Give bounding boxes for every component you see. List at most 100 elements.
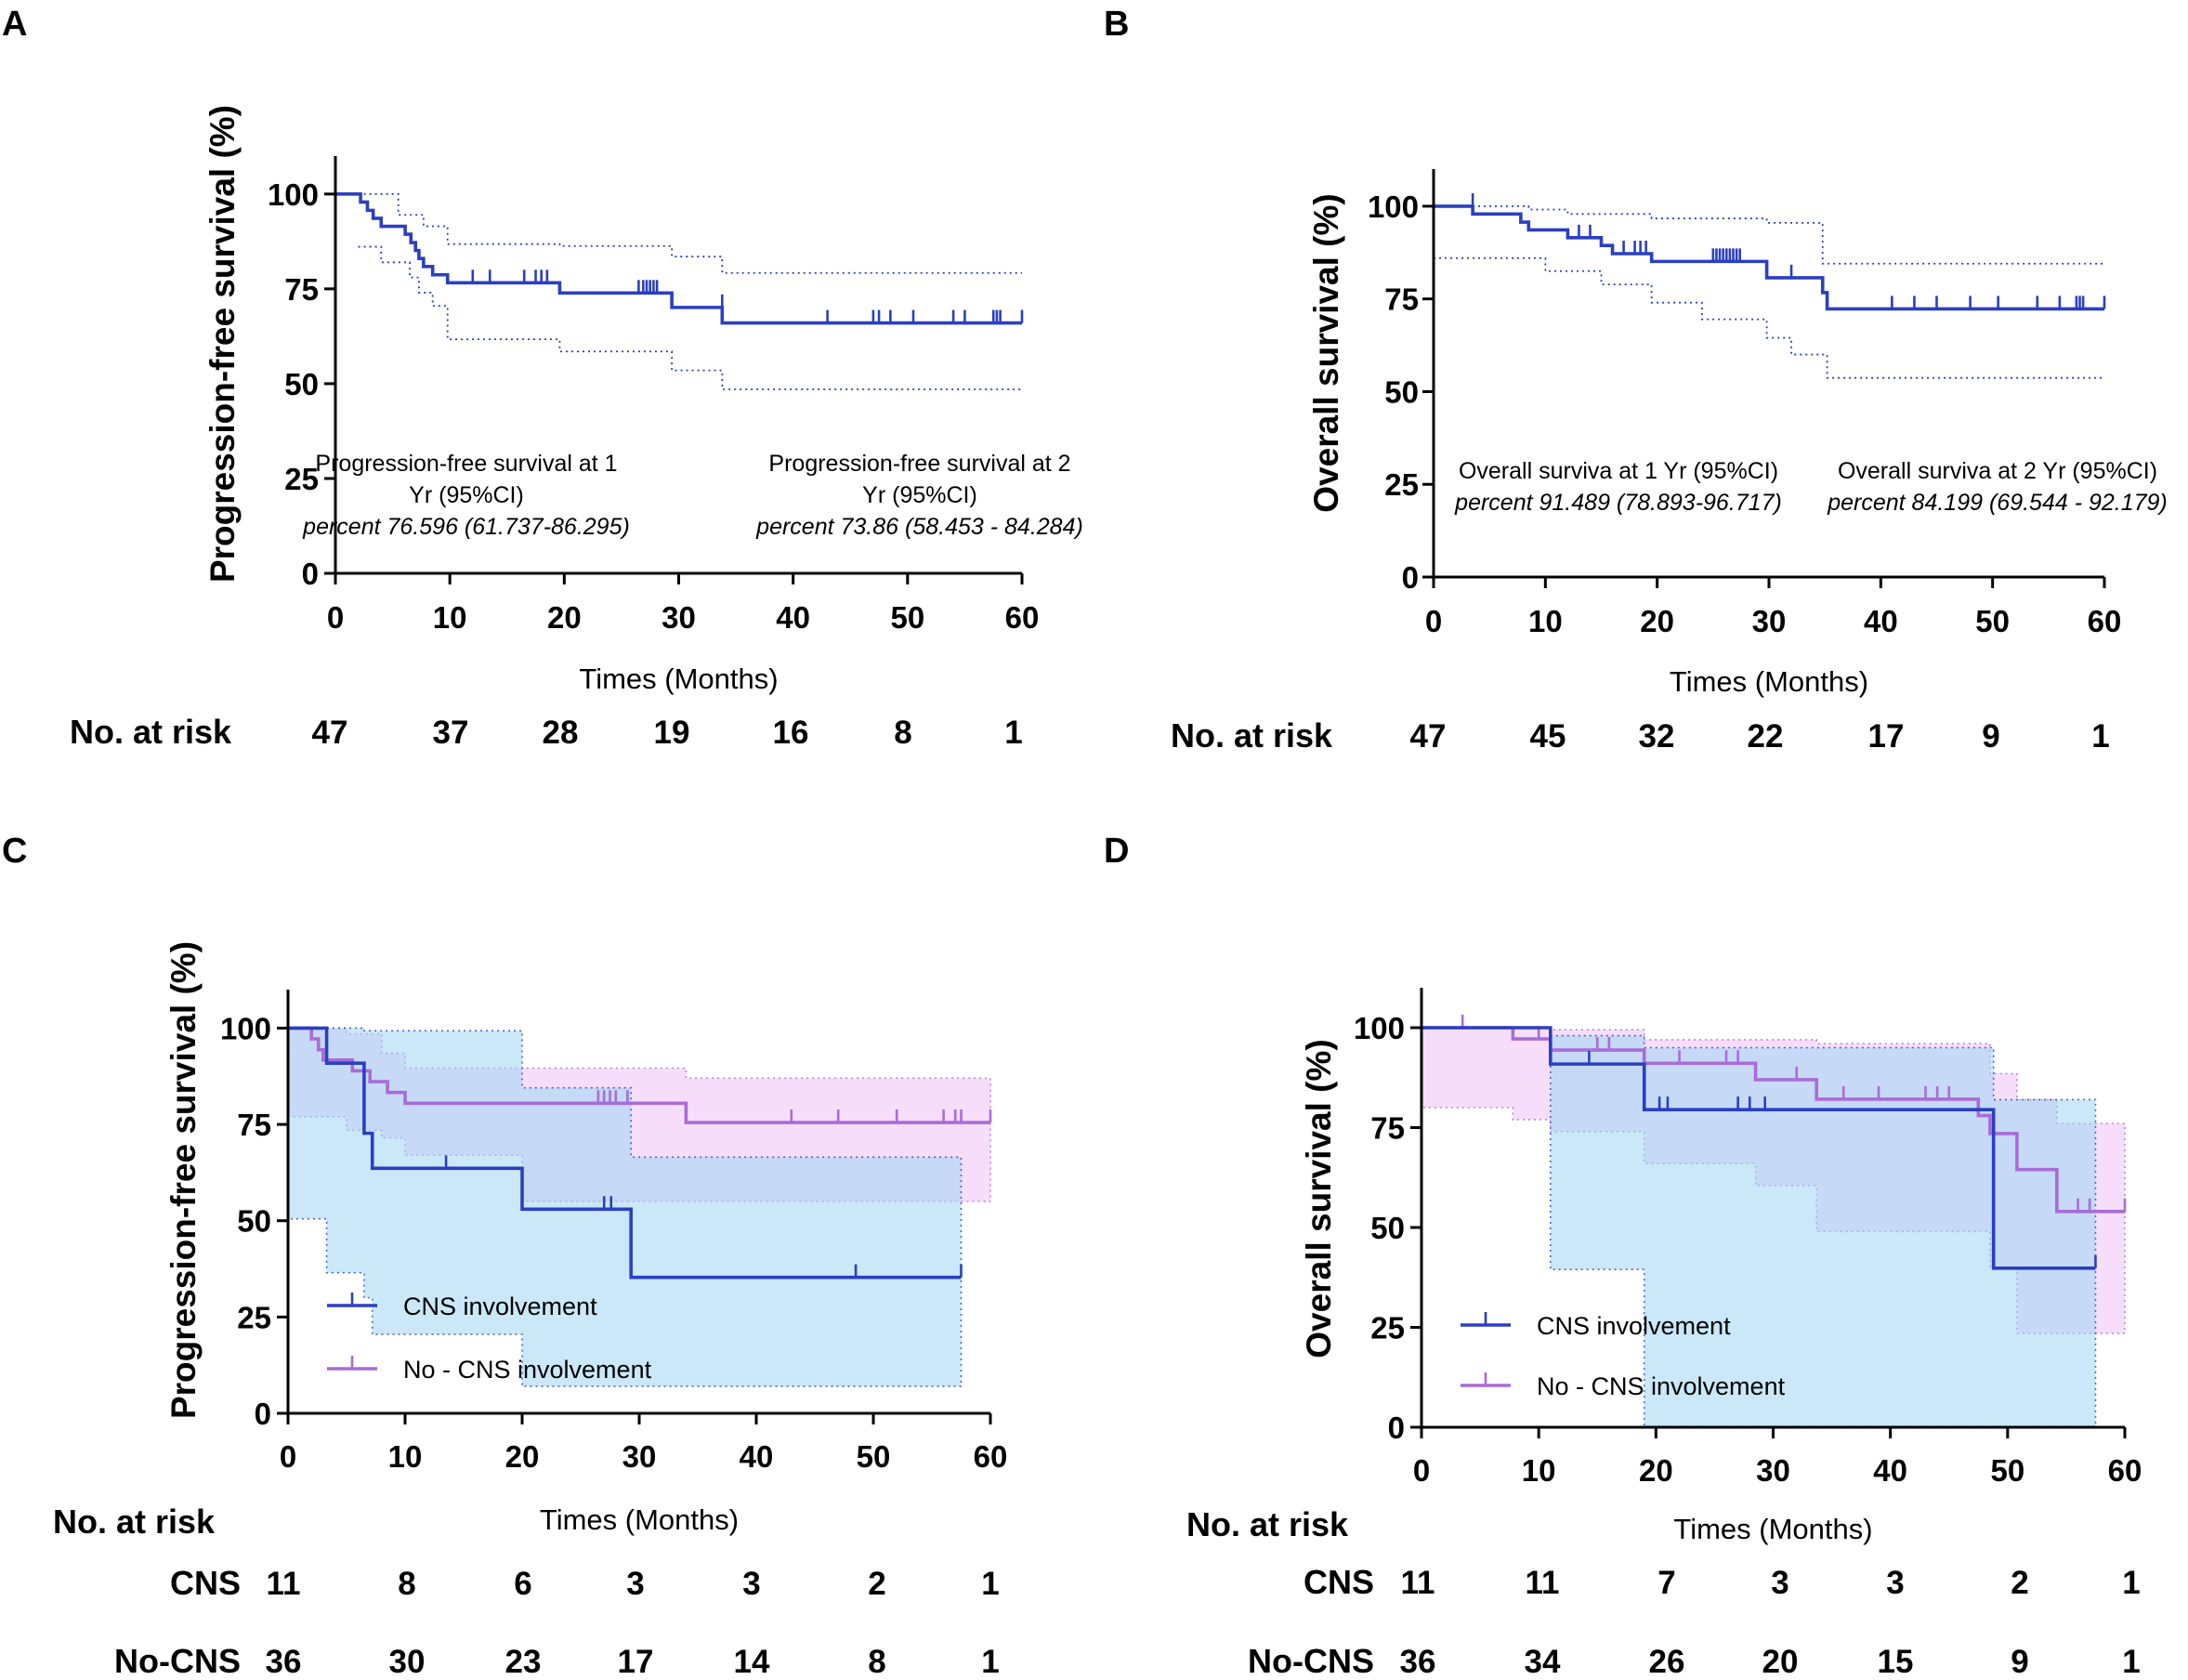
y-tick-label: 75	[1370, 1111, 1405, 1146]
x-tick-label: 40	[776, 600, 810, 635]
risk-count: 17	[618, 1644, 654, 1680]
risk-count: 3	[626, 1566, 644, 1602]
risk-count: 9	[2011, 1644, 2028, 1680]
risk-count: 14	[734, 1644, 770, 1680]
x-tick-label: 10	[1522, 1453, 1556, 1488]
legend-label: No - CNS involvement	[403, 1356, 652, 1384]
x-tick-label: 10	[388, 1439, 423, 1474]
survival-curve-overall-survival	[1434, 204, 2104, 311]
risk-count: 23	[505, 1644, 542, 1680]
risk-count: 3	[742, 1566, 760, 1602]
x-tick-label: 50	[857, 1439, 891, 1474]
annotation-line: Overall surviva at 2 Yr (95%CI)	[1838, 458, 2157, 484]
risk-count: 1	[1004, 715, 1022, 751]
risk-count: 3	[1886, 1565, 1904, 1601]
ci-band-cns-involvement	[1549, 1034, 2097, 1427]
risk-count: 36	[1400, 1644, 1436, 1680]
x-tick-label: 40	[1864, 604, 1898, 638]
risk-count: 8	[868, 1644, 885, 1680]
y-tick-label: 25	[1384, 467, 1419, 502]
annotation-line: Yr (95%CI)	[409, 482, 524, 508]
risk-count: 28	[543, 715, 579, 751]
risk-count: 11	[267, 1566, 301, 1602]
x-tick-label: 0	[327, 600, 344, 635]
panel-letter: B	[1104, 5, 1129, 44]
x-tick-label: 30	[622, 1439, 657, 1474]
risk-count: 11	[1401, 1565, 1435, 1601]
risk-count: 1	[2122, 1565, 2140, 1601]
risk-count: 9	[1982, 718, 1999, 755]
x-tick-label: 40	[1873, 1453, 1907, 1488]
y-tick-label: 75	[284, 272, 319, 307]
legend-label: No - CNS involvement	[1537, 1372, 1786, 1400]
risk-count: 1	[2091, 718, 2109, 755]
survival-curve-cns-involvement	[288, 1026, 962, 1280]
x-tick-label: 20	[1640, 604, 1674, 638]
annotation-estimate: percent 84.199 (69.544 - 92.179)	[1827, 490, 2168, 516]
x-tick-label: 60	[2108, 1453, 2142, 1488]
risk-count: 1	[981, 1644, 999, 1680]
risk-count: 32	[1639, 718, 1675, 755]
survival-curve-cns-involvement	[1422, 1026, 2096, 1270]
risk-row-label: No-CNS	[114, 1642, 241, 1680]
annotation-line: Progression-free survival at 2	[768, 451, 1070, 477]
annotation-line: Yr (95%CI)	[862, 482, 977, 508]
panel-letter: C	[2, 832, 27, 871]
y-tick-label: 25	[284, 462, 319, 496]
x-tick-label: 60	[974, 1439, 1008, 1474]
x-tick-label: 0	[280, 1439, 296, 1474]
y-tick-label: 100	[220, 1011, 271, 1045]
ci-upper-line	[1434, 205, 2104, 265]
x-tick-label: 0	[1413, 1453, 1430, 1488]
legend-label: CNS involvement	[1537, 1312, 1731, 1340]
y-tick-label: 50	[237, 1204, 271, 1239]
y-tick-label: 75	[1384, 282, 1419, 317]
annotation-line: Progression-free survival at 1	[315, 451, 617, 477]
x-tick-label: 20	[547, 600, 582, 635]
risk-count: 26	[1649, 1644, 1685, 1680]
panel-A: A 0 25 50 75 100 0 10 20 30 40 50 60 Progression-free…	[2, 5, 1083, 751]
risk-count: 36	[266, 1644, 302, 1680]
risk-count: 6	[514, 1566, 531, 1602]
y-tick-label: 50	[1384, 374, 1419, 409]
y-tick-label: 100	[268, 177, 319, 212]
risk-count: 1	[981, 1566, 999, 1602]
x-axis-label: Times (Months)	[1673, 1513, 1872, 1545]
x-tick-label: 10	[1528, 604, 1563, 638]
y-tick-label: 100	[1354, 1011, 1405, 1045]
x-tick-label: 50	[1975, 604, 2010, 638]
x-tick-label: 30	[1756, 1453, 1790, 1488]
annotation-line: Overall surviva at 1 Yr (95%CI)	[1459, 458, 1778, 484]
risk-count: 7	[1657, 1565, 1675, 1601]
risk-count: 34	[1525, 1644, 1561, 1680]
risk-table-title: No. at risk	[53, 1503, 216, 1541]
risk-count: 2	[868, 1566, 885, 1602]
risk-count: 47	[1410, 718, 1447, 755]
risk-count: 20	[1762, 1644, 1799, 1680]
y-tick-label: 0	[255, 1397, 271, 1431]
risk-count: 11	[1526, 1565, 1560, 1601]
x-tick-label: 30	[662, 600, 696, 635]
risk-table-title: No. at risk	[1186, 1505, 1349, 1543]
x-tick-label: 60	[2088, 604, 2122, 638]
panel-letter: D	[1104, 832, 1129, 871]
risk-count: 8	[894, 715, 911, 751]
y-tick-label: 50	[1370, 1211, 1405, 1245]
risk-count: 1	[2122, 1644, 2140, 1680]
annotation-estimate: percent 73.86 (58.453 - 84.284)	[755, 514, 1083, 540]
y-axis-label: Progression-free survival (%)	[203, 105, 242, 583]
x-tick-label: 10	[433, 600, 467, 635]
ci-upper-line	[358, 192, 1022, 274]
y-tick-label: 25	[237, 1300, 271, 1334]
panel-letter: A	[2, 5, 27, 44]
risk-table-title: No. at risk	[1171, 716, 1333, 755]
risk-count: 30	[389, 1644, 426, 1680]
ci-lower-line	[1434, 256, 2104, 379]
annotation-estimate: percent 91.489 (78.893-96.717)	[1454, 490, 1782, 516]
x-tick-label: 50	[1990, 1453, 2024, 1488]
x-tick-label: 20	[1639, 1453, 1673, 1488]
risk-count: 3	[1771, 1565, 1788, 1601]
y-axis-label: Overall survival (%)	[1300, 1039, 1338, 1358]
y-tick-label: 0	[1402, 560, 1419, 595]
